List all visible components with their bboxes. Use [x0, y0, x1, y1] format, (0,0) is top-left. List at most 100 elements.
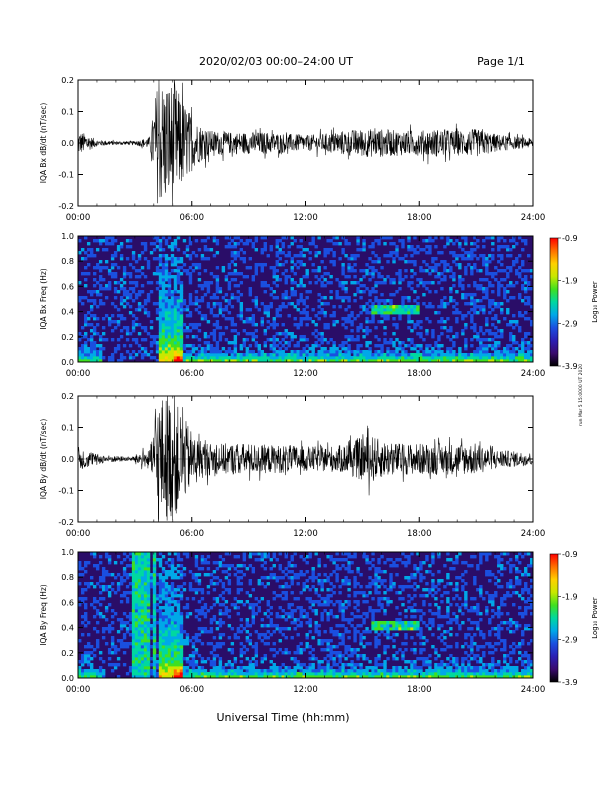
heatmap-cell: [512, 260, 516, 264]
heatmap-cell: [164, 642, 169, 646]
heatmap-cell: [485, 317, 489, 321]
heatmap-cell: [179, 669, 184, 673]
heatmap-cell: [374, 308, 378, 312]
heatmap-cell: [92, 353, 97, 357]
heatmap-cell: [323, 254, 327, 258]
heatmap-cell: [389, 254, 393, 258]
heatmap-cell: [341, 672, 345, 676]
heatmap-cell: [380, 353, 384, 357]
heatmap-cell: [125, 326, 130, 330]
heatmap-cell: [374, 254, 378, 258]
heatmap-cell: [113, 251, 118, 255]
heatmap-cell: [173, 576, 178, 580]
heatmap-cell: [80, 356, 85, 360]
heatmap-cell: [134, 621, 139, 625]
heatmap-cell: [146, 281, 151, 285]
heatmap-cell: [485, 359, 489, 362]
heatmap-cell: [449, 287, 453, 291]
heatmap-cell: [83, 603, 88, 607]
heatmap-cell: [188, 359, 193, 362]
heatmap-cell: [272, 624, 276, 628]
heatmap-cell: [377, 600, 381, 604]
heatmap-cell: [353, 651, 357, 655]
heatmap-cell: [248, 579, 253, 583]
heatmap-cell: [83, 570, 88, 574]
heatmap-cell: [218, 335, 223, 339]
heatmap-cell: [296, 573, 300, 577]
heatmap-cell: [191, 654, 196, 658]
heatmap-cell: [143, 299, 148, 303]
heatmap-cell: [332, 347, 336, 351]
heatmap-cell: [365, 326, 369, 330]
heatmap-cell: [158, 642, 163, 646]
heatmap-cell: [158, 600, 163, 604]
heatmap-cell: [161, 236, 166, 240]
heatmap-cell: [443, 302, 447, 306]
heatmap-cell: [362, 245, 366, 249]
heatmap-cell: [326, 341, 330, 345]
heatmap-cell: [167, 636, 172, 640]
heatmap-cell: [461, 278, 465, 282]
heatmap-cell: [188, 356, 193, 360]
heatmap-cell: [401, 347, 405, 351]
heatmap-cell: [224, 612, 229, 616]
heatmap-cell: [506, 308, 510, 312]
heatmap-cell: [104, 606, 109, 610]
heatmap-cell: [296, 284, 300, 288]
heatmap-cell: [509, 248, 513, 252]
heatmap-cell: [212, 576, 217, 580]
heatmap-cell: [410, 269, 414, 273]
heatmap-cell: [398, 317, 402, 321]
heatmap-cell: [290, 669, 294, 673]
heatmap-cell: [191, 251, 196, 255]
heatmap-cell: [392, 564, 396, 568]
heatmap-cell: [137, 582, 142, 586]
heatmap-cell: [302, 588, 306, 592]
heatmap-cell: [221, 633, 226, 637]
heatmap-cell: [128, 332, 133, 336]
heatmap-cell: [266, 600, 270, 604]
heatmap-cell: [182, 344, 187, 348]
heatmap-cell: [443, 263, 447, 267]
heatmap-cell: [488, 260, 492, 264]
heatmap-cell: [308, 353, 312, 357]
heatmap-cell: [143, 645, 148, 649]
heatmap-cell: [521, 356, 525, 360]
heatmap-cell: [86, 651, 91, 655]
heatmap-cell: [215, 627, 220, 631]
heatmap-cell: [137, 660, 142, 664]
heatmap-cell: [392, 323, 396, 327]
heatmap-cell: [494, 356, 498, 360]
heatmap-cell: [482, 290, 486, 294]
heatmap-cell: [323, 326, 327, 330]
heatmap-cell: [80, 296, 85, 300]
heatmap-cell: [119, 245, 124, 249]
heatmap-cell: [374, 350, 378, 354]
heatmap-cell: [389, 302, 393, 306]
heatmap-cell: [395, 633, 399, 637]
x-tick-label: 18:00: [407, 369, 432, 379]
heatmap-cell: [143, 627, 148, 631]
heatmap-cell: [86, 621, 91, 625]
heatmap-cell: [347, 603, 351, 607]
heatmap-cell: [290, 350, 294, 354]
heatmap-cell: [476, 305, 480, 309]
heatmap-cell: [347, 672, 351, 676]
heatmap-cell: [209, 272, 214, 276]
heatmap-cell: [377, 558, 381, 562]
heatmap-cell: [380, 356, 384, 360]
heatmap-cell: [152, 335, 157, 339]
heatmap-cell: [239, 600, 244, 604]
heatmap-cell: [176, 290, 181, 294]
heatmap-cell: [497, 335, 501, 339]
heatmap-cell: [344, 287, 348, 291]
heatmap-cell: [128, 666, 133, 670]
heatmap-cell: [359, 675, 363, 678]
heatmap-cell: [146, 663, 151, 667]
heatmap-cell: [200, 657, 205, 661]
heatmap-cell: [158, 660, 163, 664]
heatmap-cell: [209, 332, 214, 336]
heatmap-cell: [155, 645, 160, 649]
heatmap-cell: [311, 332, 315, 336]
heatmap-cell: [179, 630, 184, 634]
